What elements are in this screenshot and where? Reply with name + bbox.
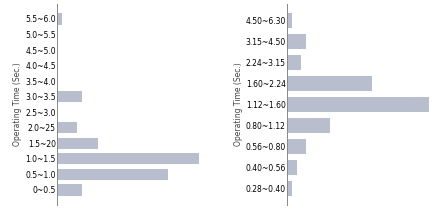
Bar (287, 118, 330, 133)
Bar (57, 122, 77, 133)
Y-axis label: Operating Time (Sec.): Operating Time (Sec.) (13, 63, 22, 146)
Bar (57, 138, 98, 149)
Bar (57, 169, 168, 180)
Bar (287, 97, 429, 112)
Bar (287, 181, 292, 196)
Bar (287, 13, 292, 28)
Bar (287, 76, 372, 91)
Bar (57, 91, 82, 102)
Bar (287, 34, 306, 49)
Bar (57, 153, 198, 164)
Bar (57, 184, 82, 196)
Bar (57, 13, 62, 24)
Bar (287, 139, 306, 154)
Y-axis label: Operating Time (Sec.): Operating Time (Sec.) (234, 63, 243, 146)
Bar (287, 160, 297, 175)
Bar (287, 55, 301, 70)
